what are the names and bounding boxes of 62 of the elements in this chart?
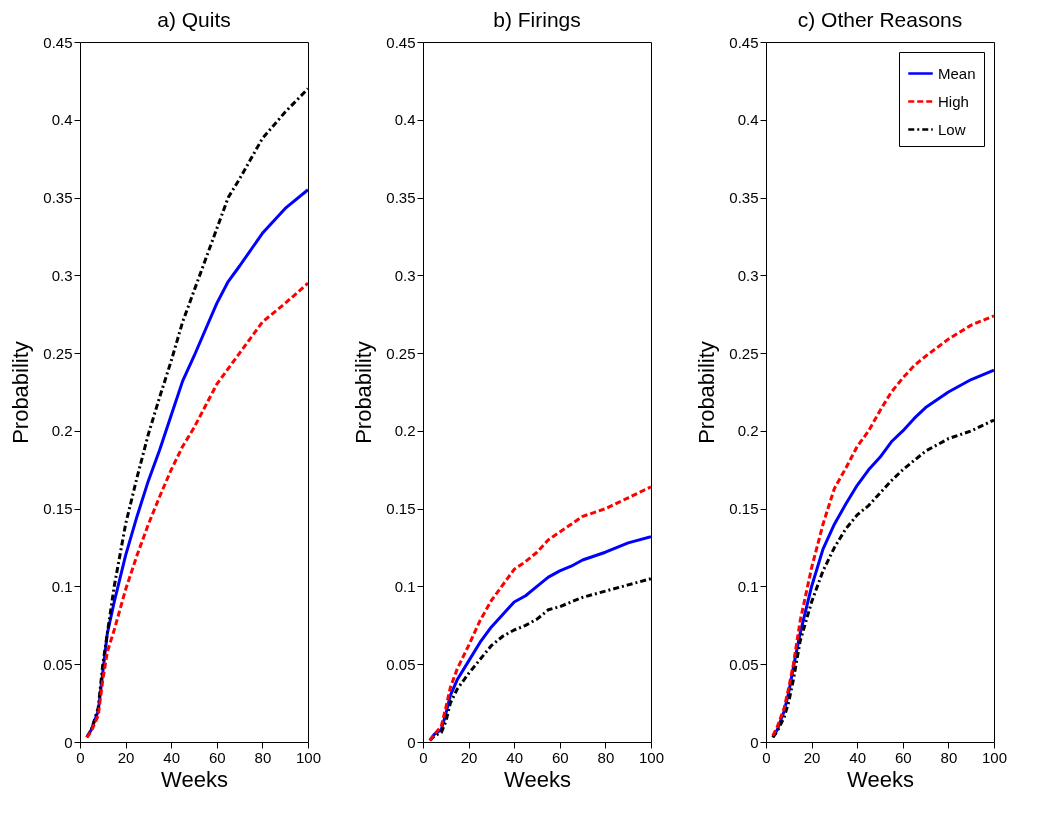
x-tick-label: 100 — [638, 748, 665, 766]
y-tick-label: 0.35 — [729, 189, 759, 207]
y-tick-label: 0.4 — [394, 111, 416, 129]
x-axis-title: Weeks — [161, 766, 228, 792]
x-tick-label: 60 — [208, 748, 226, 766]
y-tick-label: 0.35 — [386, 189, 416, 207]
x-axis-title: Weeks — [847, 766, 914, 792]
y-tick-label: 0.05 — [729, 655, 759, 673]
legend-label: Low — [938, 120, 966, 138]
y-tick-label: 0 — [64, 733, 73, 751]
line-series — [85, 281, 308, 739]
x-tick-label: 60 — [551, 748, 569, 766]
y-tick-label: 0.4 — [51, 111, 73, 129]
y-tick-label: 0.1 — [51, 577, 73, 595]
line-series — [428, 485, 651, 742]
y-tick-label: 0.45 — [43, 33, 73, 51]
y-tick-label: 0.15 — [729, 500, 759, 518]
y-tick-label: 0.05 — [386, 655, 416, 673]
y-axis-title: Probability — [8, 341, 34, 444]
y-tick-label: 0.3 — [51, 266, 73, 284]
y-tick-label: 0.35 — [43, 189, 73, 207]
x-tick-label: 0 — [419, 748, 428, 766]
y-tick-label: 0.25 — [43, 344, 73, 362]
y-tick-label: 0.2 — [394, 422, 416, 440]
y-tick-label: 0.05 — [43, 655, 73, 673]
x-tick-label: 40 — [506, 748, 524, 766]
x-tick-label: 20 — [803, 748, 821, 766]
y-axis-title: Probability — [694, 341, 720, 444]
x-tick-label: 0 — [762, 748, 771, 766]
x-tick-label: 80 — [254, 748, 272, 766]
y-tick-label: 0 — [407, 733, 416, 751]
x-tick-label: 40 — [849, 748, 867, 766]
y-tick-label: 0.1 — [737, 577, 759, 595]
x-tick-label: 20 — [460, 748, 478, 766]
x-tick-label: 0 — [76, 748, 85, 766]
y-tick-label: 0.25 — [386, 344, 416, 362]
chart-title: a) Quits — [157, 8, 231, 31]
y-tick-label: 0 — [750, 733, 759, 751]
y-tick-label: 0.2 — [737, 422, 759, 440]
chart-title: b) Firings — [493, 8, 581, 31]
x-tick-label: 40 — [163, 748, 181, 766]
x-axis-title: Weeks — [504, 766, 571, 792]
y-tick-label: 0.45 — [386, 33, 416, 51]
legend-label: Mean — [938, 64, 976, 82]
x-tick-label: 100 — [981, 748, 1008, 766]
y-tick-label: 0.4 — [737, 111, 759, 129]
x-tick-label: 100 — [295, 748, 322, 766]
y-tick-label: 0.1 — [394, 577, 416, 595]
x-tick-label: 80 — [940, 748, 958, 766]
y-tick-label: 0.3 — [737, 266, 759, 284]
y-axis-title: Probability — [351, 341, 377, 444]
y-tick-label: 0.15 — [386, 500, 416, 518]
chart-title: c) Other Reasons — [797, 8, 963, 31]
x-tick-label: 20 — [117, 748, 135, 766]
y-tick-label: 0.2 — [51, 422, 73, 440]
y-tick-label: 0.3 — [394, 266, 416, 284]
y-tick-label: 0.45 — [729, 33, 759, 51]
legend-label: High — [938, 92, 969, 110]
y-tick-label: 0.25 — [729, 344, 759, 362]
x-tick-label: 60 — [894, 748, 912, 766]
y-tick-label: 0.15 — [43, 500, 73, 518]
x-tick-label: 80 — [597, 748, 615, 766]
